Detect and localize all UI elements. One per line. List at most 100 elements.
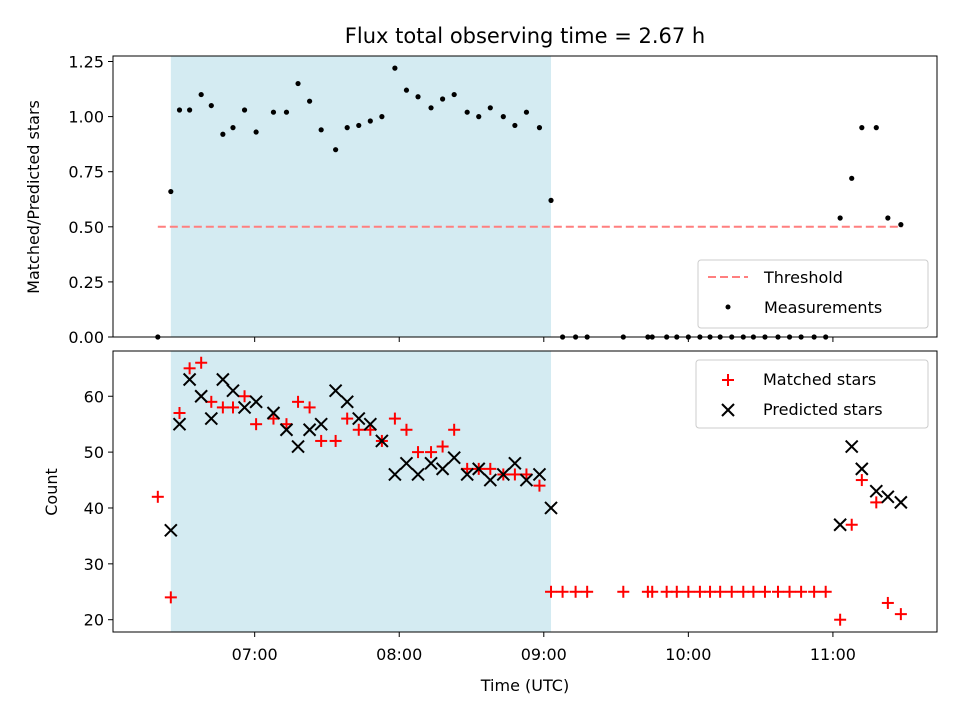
measurement-point — [356, 122, 362, 129]
predicted-star-point — [388, 467, 402, 482]
predicted-star-point — [508, 456, 522, 470]
matched-star-point — [646, 585, 659, 598]
measurement-point — [333, 147, 339, 153]
y-tick-label: 20 — [84, 611, 104, 630]
top-x-ticks — [254, 337, 834, 342]
predicted-star-point — [483, 473, 498, 487]
matched-star-point — [704, 585, 717, 598]
matched-star-point — [216, 401, 229, 414]
matched-star-point — [747, 585, 760, 598]
predicted-star-point — [869, 484, 883, 498]
measurement-point — [837, 215, 843, 221]
measurement-point — [476, 114, 482, 120]
matched-star-point — [164, 591, 177, 604]
matched-star-point — [783, 585, 796, 598]
top-legend-box — [697, 259, 929, 329]
predicted-star-point — [204, 411, 219, 426]
matched-star-point — [881, 596, 894, 609]
matched-star-point — [226, 401, 239, 414]
top-y-ticks: 0.00 0.25 0.50 0.75 1.00 1.25 — [68, 53, 113, 347]
predicted-star-point — [249, 395, 263, 409]
predicted-star-point — [237, 400, 252, 415]
measurement-point — [187, 107, 193, 113]
matched-star-point — [400, 423, 413, 436]
measurement-point — [885, 215, 891, 221]
measurement-point — [230, 125, 236, 131]
x-tick-label: 10:00 — [665, 645, 711, 664]
matched-star-point — [250, 418, 263, 431]
matched-star-point — [870, 496, 883, 509]
matched-star-point — [581, 585, 594, 598]
matched-star-point — [520, 468, 533, 481]
matched-star-point — [238, 390, 251, 403]
matched-star-point — [183, 362, 196, 375]
matched-star-point — [448, 423, 461, 436]
y-tick-label: 60 — [84, 387, 104, 406]
predicted-star-point — [845, 439, 859, 454]
matched-star-point — [412, 446, 425, 459]
predicted-star-point — [291, 439, 305, 454]
y-tick-label: 1.25 — [68, 53, 104, 72]
y-tick-label: 1.00 — [68, 108, 104, 127]
matched-star-point — [173, 407, 186, 420]
measurement-point — [307, 98, 313, 104]
measurement-point — [344, 125, 350, 131]
measurement-point — [241, 107, 248, 113]
legend-threshold-label: Threshold — [763, 268, 843, 287]
measurement-point — [198, 91, 204, 98]
measurement-point — [451, 91, 457, 98]
predicted-star-point — [411, 467, 425, 482]
bottom-panel: 20 30 40 50 60 07:00 08:00 09:00 10:00 11:00 Cou… — [42, 350, 938, 695]
measurement-point — [523, 109, 530, 115]
legend-measurements-swatch — [725, 304, 731, 310]
predicted-star-point — [519, 473, 534, 487]
predicted-star-point — [424, 456, 438, 470]
measurement-point — [536, 125, 543, 131]
predicted-star-point — [182, 372, 197, 387]
legend-predicted-label: Predicted stars — [763, 400, 883, 419]
matched-star-point — [364, 423, 377, 436]
predicted-star-point — [328, 383, 343, 398]
y-tick-label: 0.25 — [68, 273, 104, 292]
matched-star-point — [758, 585, 771, 598]
matched-star-point — [533, 479, 546, 492]
measurement-point — [428, 105, 434, 111]
bottom-legend: Matched stars Predicted stars — [695, 359, 929, 429]
y-tick-label: 0.75 — [68, 163, 104, 182]
top-axes-frame — [112, 55, 938, 338]
measurement-point — [208, 102, 214, 109]
predicted-star-point — [352, 411, 366, 426]
predicted-star-point — [302, 423, 317, 437]
matched-star-point — [556, 585, 569, 598]
y-tick-label: 30 — [84, 555, 104, 574]
matched-star-point — [341, 412, 354, 425]
predicted-star-point — [460, 467, 474, 482]
matched-star-point — [845, 518, 858, 531]
legend-predicted-swatch — [721, 403, 735, 417]
matched-star-point — [508, 468, 521, 481]
matched-star-point — [195, 356, 208, 369]
matched-star-point — [292, 395, 305, 408]
matched-star-point — [151, 490, 164, 503]
measurement-point — [367, 118, 373, 124]
bottom-legend-box — [695, 359, 929, 429]
predicted-star-point — [266, 406, 281, 420]
matched-star-point — [545, 585, 558, 598]
predicted-star-point — [532, 467, 547, 482]
matched-star-point — [315, 434, 328, 447]
matched-star-point — [670, 585, 683, 598]
measurement-point — [440, 96, 446, 102]
measurement-point — [464, 109, 470, 115]
predicted-star-point — [855, 462, 869, 476]
bottom-axes-frame — [112, 350, 938, 633]
matched-star-point — [388, 412, 401, 425]
y-tick-label: 40 — [84, 499, 104, 518]
predicted-star-point — [226, 383, 240, 398]
measurement-point — [487, 105, 493, 111]
bottom-x-ticks: 07:00 08:00 09:00 10:00 11:00 — [232, 632, 856, 664]
matched-star-point — [436, 440, 449, 453]
bottom-y-ticks: 20 30 40 50 60 — [84, 387, 113, 630]
matched-star-point — [303, 401, 316, 414]
predicted-star-point — [399, 456, 414, 470]
top-legend: Threshold Measurements — [697, 259, 929, 329]
